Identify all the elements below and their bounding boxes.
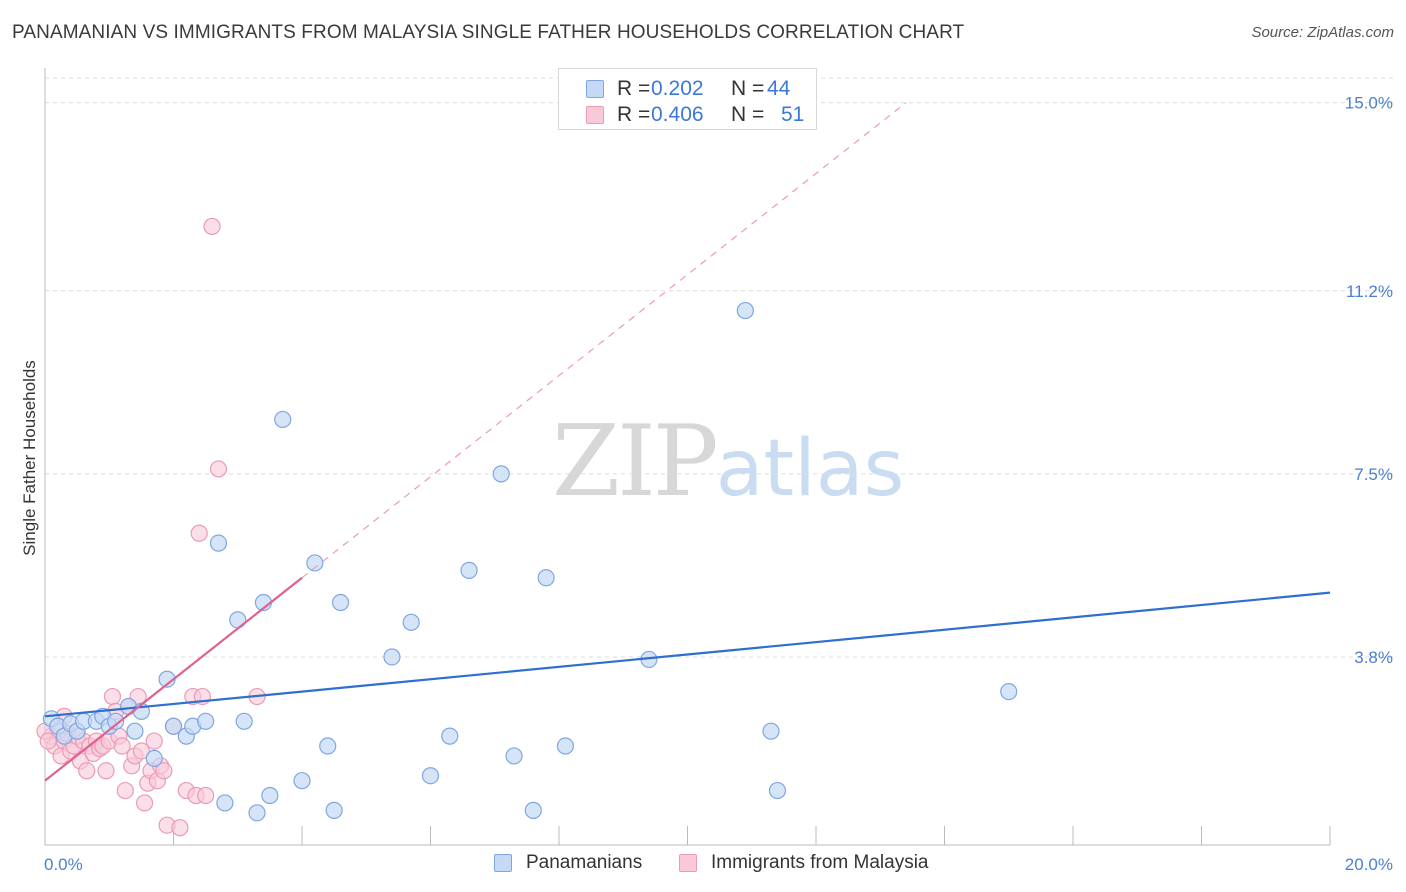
point-panamanians-19 bbox=[209, 534, 228, 552]
grid-lines bbox=[45, 77, 1395, 658]
axes bbox=[44, 68, 1331, 846]
bottom-legend-swatch-pink bbox=[679, 854, 697, 872]
point-malaysia-44 bbox=[197, 786, 215, 805]
point-panamanians-37 bbox=[492, 465, 510, 483]
point-panamanians-36 bbox=[460, 561, 478, 579]
point-panamanians-40 bbox=[537, 569, 555, 587]
point-malaysia-46 bbox=[209, 460, 228, 478]
legend-r-value: 0.202 bbox=[651, 77, 704, 100]
point-malaysia-49 bbox=[39, 732, 57, 750]
point-panamanians-32 bbox=[383, 648, 401, 666]
tick-labels: 3.8% 7.5% 11.2% 15.0% 0.0% 20.0% bbox=[44, 94, 1393, 874]
point-panamanians-41 bbox=[556, 737, 575, 755]
point-panamanians-13 bbox=[145, 749, 163, 768]
legend-r-value: 0.406 bbox=[651, 103, 704, 126]
y-tick-label-3: 15.0% bbox=[1345, 94, 1393, 113]
bottom-legend-label-malaysia: Immigrants from Malaysia bbox=[711, 852, 929, 873]
point-panamanians-28 bbox=[306, 554, 324, 572]
point-malaysia-17 bbox=[97, 762, 115, 780]
legend-swatch-blue bbox=[586, 80, 604, 98]
source-credit: Source: ZipAtlas.com bbox=[1251, 24, 1394, 41]
point-panamanians-43 bbox=[736, 301, 754, 320]
legend-r-label: R = bbox=[617, 103, 651, 126]
trend-line-malaysia-extension bbox=[301, 102, 907, 579]
point-panamanians-11 bbox=[126, 722, 144, 740]
point-panamanians-9 bbox=[107, 712, 125, 730]
series-immigrants-from-malaysia bbox=[36, 217, 266, 837]
point-malaysia-38 bbox=[171, 819, 189, 837]
bottom-legend-label-panamanians: Panamanians bbox=[526, 852, 643, 873]
legend-r-label: R = bbox=[617, 77, 651, 100]
point-panamanians-23 bbox=[248, 804, 266, 822]
trend-lines bbox=[44, 102, 1331, 782]
y-axis-label: Single Father Households bbox=[20, 360, 39, 556]
watermark: ZIPatlas bbox=[552, 405, 904, 519]
point-panamanians-34 bbox=[421, 767, 440, 785]
x-tick-label-0: 0.0% bbox=[44, 855, 83, 874]
legend-n-label: N = bbox=[731, 103, 765, 126]
legend-swatch-pink bbox=[586, 106, 604, 124]
legend-n-value: 51 bbox=[781, 103, 805, 126]
point-panamanians-45 bbox=[768, 781, 787, 800]
point-malaysia-28 bbox=[132, 742, 150, 760]
point-malaysia-22 bbox=[113, 737, 131, 755]
x-tick-label-1: 20.0% bbox=[1345, 855, 1393, 874]
watermark-zip: ZIP bbox=[552, 405, 719, 519]
point-panamanians-20 bbox=[216, 794, 234, 812]
legend-n-label: N = bbox=[731, 77, 765, 100]
point-panamanians-18 bbox=[197, 712, 215, 730]
point-malaysia-29 bbox=[135, 794, 154, 812]
point-malaysia-23 bbox=[116, 781, 134, 800]
legend-n-value: 44 bbox=[767, 77, 791, 100]
point-panamanians-15 bbox=[164, 717, 183, 735]
point-panamanians-25 bbox=[261, 786, 279, 805]
point-panamanians-22 bbox=[235, 712, 253, 730]
point-panamanians-29 bbox=[319, 737, 337, 755]
legend: R = 0.202 N = 44 R = 0.406 N = 51 bbox=[558, 68, 817, 130]
point-malaysia-11 bbox=[78, 762, 96, 780]
point-malaysia-19 bbox=[103, 687, 122, 706]
y-tick-label-1: 7.5% bbox=[1354, 465, 1393, 484]
point-panamanians-33 bbox=[402, 613, 420, 631]
point-panamanians-27 bbox=[293, 772, 311, 790]
point-panamanians-30 bbox=[325, 801, 343, 819]
point-panamanians-38 bbox=[505, 747, 523, 765]
point-panamanians-26 bbox=[274, 410, 292, 429]
point-panamanians-39 bbox=[524, 801, 542, 819]
series-panamanians bbox=[42, 301, 1018, 822]
point-panamanians-31 bbox=[331, 593, 350, 612]
point-malaysia-45 bbox=[203, 217, 221, 236]
y-tick-label-0: 3.8% bbox=[1354, 648, 1393, 667]
point-panamanians-46 bbox=[1000, 682, 1018, 701]
trend-line-panamanians bbox=[44, 591, 1331, 718]
watermark-atlas: atlas bbox=[715, 424, 905, 514]
point-malaysia-42 bbox=[190, 524, 208, 542]
point-panamanians-35 bbox=[441, 727, 459, 745]
point-panamanians-44 bbox=[762, 722, 780, 740]
bottom-legend-swatch-blue bbox=[494, 854, 512, 872]
point-malaysia-32 bbox=[145, 732, 163, 750]
trend-line-malaysia bbox=[44, 576, 303, 782]
y-tick-label-2: 11.2% bbox=[1346, 282, 1393, 301]
bottom-legend: Panamanians Immigrants from Malaysia bbox=[494, 852, 954, 876]
point-malaysia-35 bbox=[155, 762, 173, 780]
chart-title: PANAMANIAN VS IMMIGRANTS FROM MALAYSIA S… bbox=[12, 22, 965, 43]
